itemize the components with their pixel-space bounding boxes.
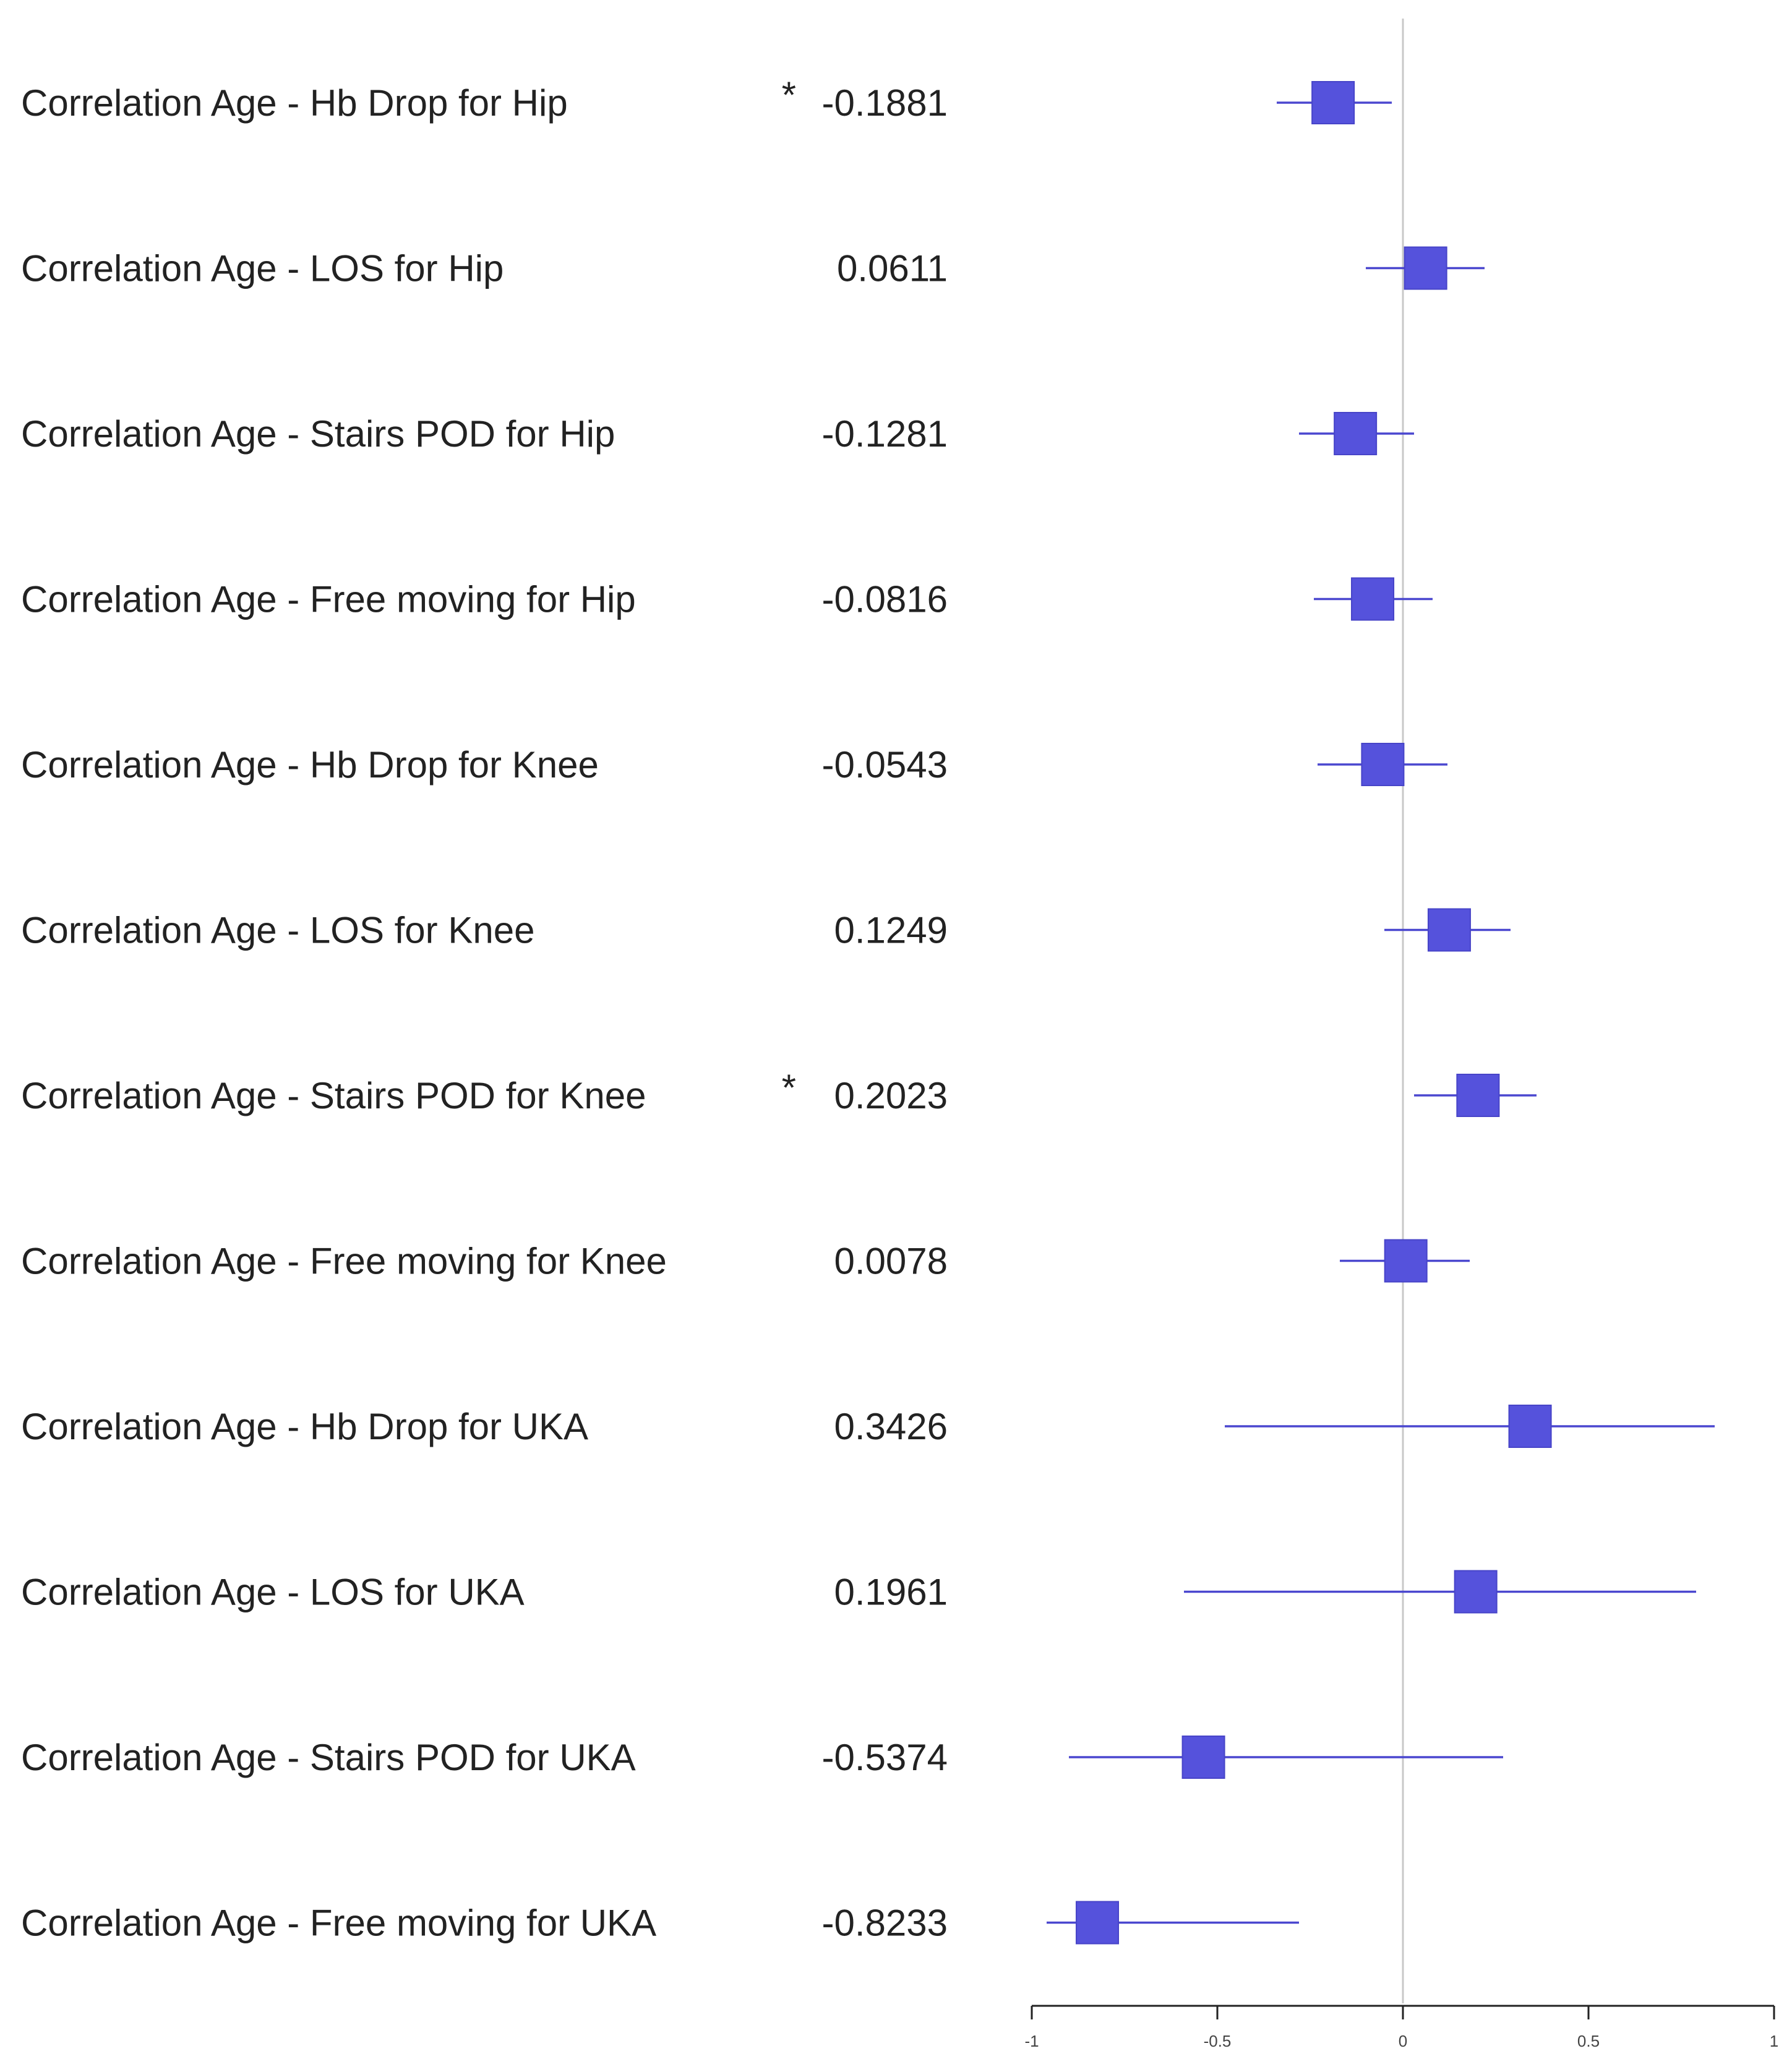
row-label: Correlation Age - Hb Drop for UKA <box>21 1406 588 1447</box>
row-value: 0.3426 <box>834 1406 948 1447</box>
row-label: Correlation Age - Free moving for Hip <box>21 579 636 620</box>
row-value: -0.0543 <box>822 744 948 786</box>
estimate-marker <box>1454 1570 1498 1614</box>
estimate-marker <box>1361 743 1405 786</box>
row-label: Correlation Age - Hb Drop for Hip <box>21 82 568 124</box>
significance-marker: * <box>782 1067 796 1108</box>
row-label: Correlation Age - LOS for Knee <box>21 910 534 951</box>
row-label: Correlation Age - Stairs POD for Knee <box>21 1075 646 1116</box>
estimate-marker <box>1427 908 1471 952</box>
row-value: -0.0816 <box>822 579 948 620</box>
estimate-marker <box>1404 246 1447 290</box>
row-value: 0.2023 <box>834 1075 948 1116</box>
estimate-marker <box>1456 1074 1500 1117</box>
row-label: Correlation Age - Stairs POD for Hip <box>21 413 615 455</box>
estimate-marker <box>1384 1239 1428 1283</box>
row-value: -0.1281 <box>822 413 948 455</box>
row-value: -0.1881 <box>822 82 948 124</box>
x-tick-label: -1 <box>1024 2032 1039 2050</box>
row-value: -0.5374 <box>822 1737 948 1778</box>
x-tick-label: -0.5 <box>1204 2032 1232 2050</box>
estimate-marker <box>1508 1405 1552 1448</box>
estimate-marker <box>1181 1736 1225 1779</box>
row-value: 0.0611 <box>837 248 948 289</box>
row-label: Correlation Age - Free moving for Knee <box>21 1241 667 1282</box>
row-label: Correlation Age - LOS for UKA <box>21 1572 525 1613</box>
significance-marker: * <box>782 74 796 116</box>
row-value: 0.0078 <box>834 1241 948 1282</box>
row-label: Correlation Age - Stairs POD for UKA <box>21 1737 636 1778</box>
row-label: Correlation Age - Hb Drop for Knee <box>21 744 599 786</box>
row-value: 0.1961 <box>834 1572 948 1613</box>
x-tick-label: 1 <box>1770 2032 1778 2050</box>
x-tick-label: 0 <box>1399 2032 1407 2050</box>
x-tick-label: 0.5 <box>1577 2032 1600 2050</box>
estimate-marker <box>1311 81 1355 124</box>
row-value: -0.8233 <box>822 1903 948 1944</box>
estimate-marker <box>1334 412 1378 455</box>
row-value: 0.1249 <box>834 910 948 951</box>
row-label: Correlation Age - LOS for Hip <box>21 248 504 289</box>
row-label: Correlation Age - Free moving for UKA <box>21 1903 656 1944</box>
estimate-marker <box>1076 1901 1120 1945</box>
estimate-marker <box>1351 577 1395 621</box>
